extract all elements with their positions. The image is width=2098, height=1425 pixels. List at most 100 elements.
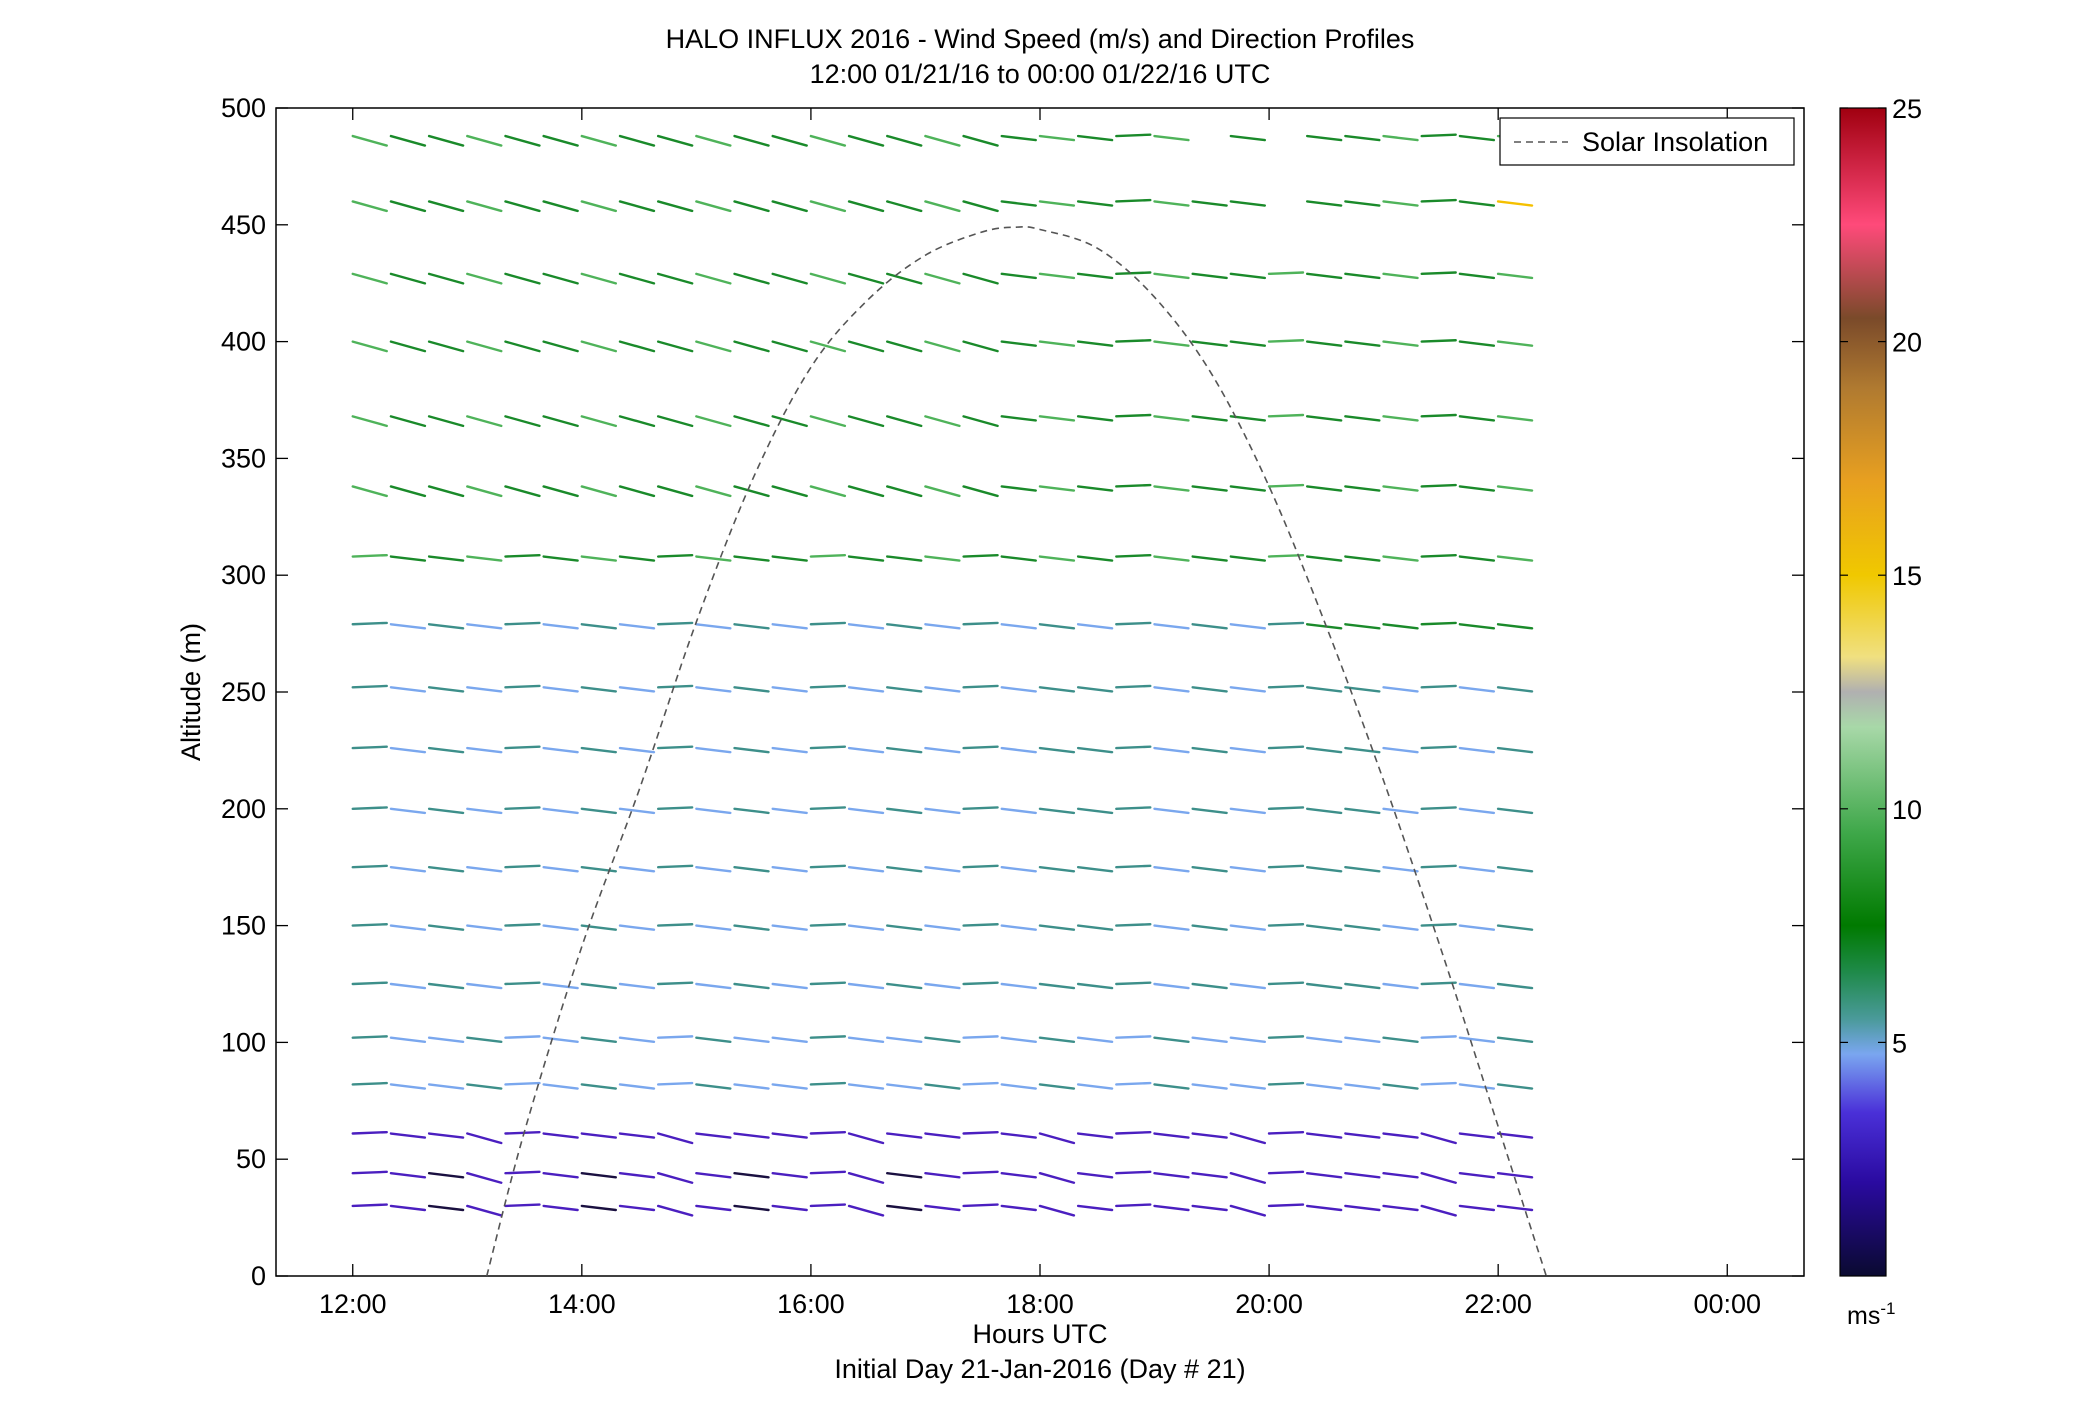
wind-vector (1191, 746, 1228, 754)
y-tick-label: 350 (221, 443, 266, 473)
wind-vector (466, 1132, 503, 1145)
wind-vector (580, 807, 618, 815)
wind-vector (1229, 807, 1267, 815)
wind-vector (1496, 1083, 1534, 1090)
wind-vector (656, 923, 694, 927)
wind-vector (1076, 555, 1114, 562)
wind-vector (1229, 485, 1267, 492)
wind-vector (351, 485, 388, 498)
colorbar-tick-label: 20 (1892, 328, 1922, 358)
wind-vector (427, 686, 465, 693)
wind-vector (427, 1172, 465, 1179)
wind-vector (389, 200, 427, 213)
wind-vector (389, 1083, 427, 1090)
x-axis-label: Hours UTC (972, 1319, 1107, 1349)
wind-vector (427, 866, 465, 873)
wind-vector (504, 684, 541, 689)
wind-vector (771, 1036, 808, 1044)
wind-vector (1305, 200, 1343, 207)
wind-vector (389, 686, 427, 693)
wind-vector (389, 746, 427, 754)
wind-vector (1191, 982, 1228, 990)
wind-vector (1229, 982, 1267, 990)
wind-vector (809, 1130, 847, 1135)
wind-vector (962, 745, 999, 750)
wind-vector (427, 1132, 465, 1139)
wind-vector (1191, 415, 1228, 422)
wind-vector (1267, 806, 1305, 810)
wind-vector (809, 684, 847, 689)
wind-vector (504, 553, 541, 558)
wind-vector (351, 1130, 388, 1135)
wind-vector (771, 924, 808, 931)
wind-vector (1076, 982, 1114, 990)
wind-vector (733, 746, 770, 754)
wind-vector (1344, 1083, 1381, 1090)
wind-vector (924, 1172, 961, 1179)
wind-vector (886, 272, 923, 285)
wind-vector (1191, 623, 1228, 630)
wind-vector (1458, 807, 1496, 815)
wind-vector (542, 1204, 579, 1212)
wind-vector (886, 340, 923, 353)
wind-vector (389, 623, 427, 630)
wind-vector (847, 807, 885, 815)
wind-vector (1420, 1132, 1457, 1145)
wind-vector (1229, 200, 1267, 207)
wind-vector (1305, 807, 1343, 815)
wind-vector (542, 485, 579, 498)
wind-vector (351, 806, 388, 810)
wind-vector (1115, 806, 1152, 810)
axes: 12:00 14:00 16:00 18:00 20:00 22:00 00:00 0 50 10… (221, 93, 1804, 1319)
wind-vector (1153, 1172, 1190, 1179)
wind-vector (1229, 924, 1267, 931)
y-tick-label: 200 (221, 794, 266, 824)
wind-vector (1496, 200, 1534, 207)
wind-vector (542, 746, 579, 754)
wind-vector (886, 1172, 923, 1179)
wind-vector (1191, 1083, 1228, 1090)
wind-vector (1420, 981, 1457, 986)
wind-vector (695, 1172, 732, 1179)
wind-vector (618, 485, 656, 498)
wind-vector (1420, 198, 1457, 203)
wind-vector (504, 745, 541, 750)
wind-vector (1229, 1172, 1267, 1184)
wind-vector (580, 134, 618, 147)
wind-vector (504, 340, 541, 353)
wind-vector (1076, 866, 1114, 873)
wind-vector (1458, 340, 1496, 347)
wind-vector (504, 415, 541, 428)
y-tick-label: 500 (221, 93, 266, 123)
wind-vector (1420, 923, 1457, 927)
wind-vector (695, 134, 732, 147)
wind-vector (427, 1204, 465, 1212)
wind-vector (542, 272, 579, 285)
wind-vector (847, 686, 885, 693)
wind-vector (1000, 746, 1037, 754)
wind-vector (886, 924, 923, 931)
wind-vector (580, 924, 618, 931)
wind-vector (427, 1036, 465, 1044)
wind-vector (580, 1204, 618, 1212)
wind-vector (1420, 1172, 1457, 1184)
wind-vector (427, 415, 465, 428)
x-tick-label: 18:00 (1006, 1289, 1074, 1319)
wind-vector (1267, 745, 1305, 750)
wind-vector (1000, 485, 1037, 492)
wind-vector (542, 924, 579, 931)
wind-vector (1191, 200, 1228, 207)
wind-vector (389, 272, 427, 285)
wind-vector (618, 686, 656, 693)
wind-vector (924, 272, 961, 285)
wind-vector (1038, 924, 1076, 931)
wind-vector (962, 621, 999, 626)
wind-vector (1076, 340, 1114, 347)
wind-vector (618, 982, 656, 990)
wind-vector (1038, 1204, 1076, 1217)
wind-vector (1344, 1172, 1381, 1179)
wind-vector (1191, 866, 1228, 873)
wind-vector (580, 340, 618, 353)
wind-vector (466, 623, 503, 630)
y-tick-label: 0 (251, 1261, 266, 1291)
